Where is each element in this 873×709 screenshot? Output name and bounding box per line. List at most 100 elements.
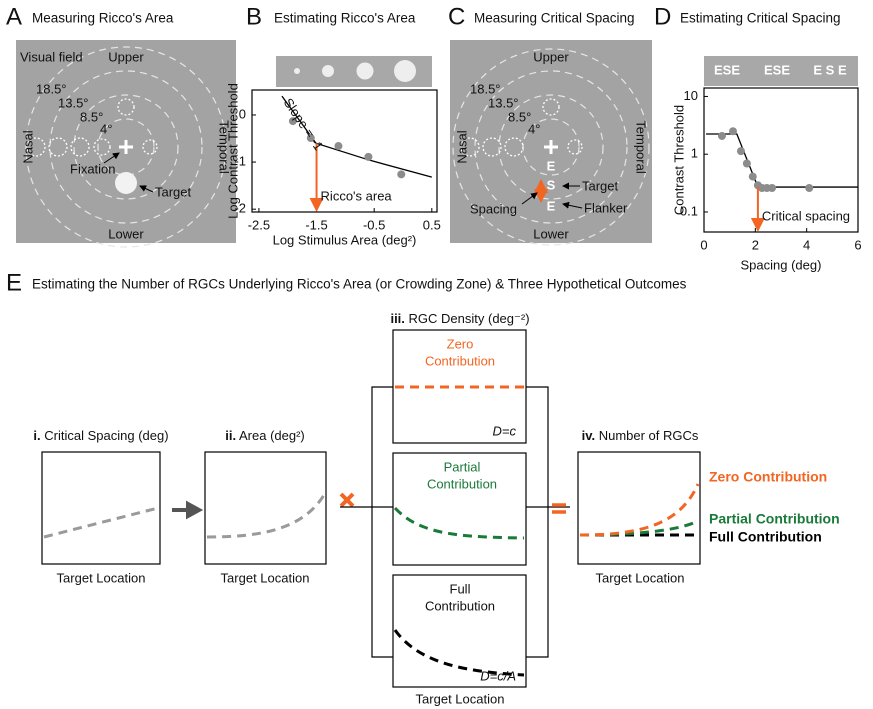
data-point — [306, 134, 315, 143]
panel-letter: E — [6, 269, 22, 296]
numeral: iii. — [390, 311, 404, 326]
stimulus-letters: E S E — [813, 62, 847, 77]
target-disc — [115, 172, 137, 194]
data-point — [768, 183, 777, 192]
formula: D=c/A — [480, 668, 516, 683]
data-point — [729, 127, 738, 136]
y-tick-label: -2 — [234, 201, 246, 216]
data-point — [742, 159, 751, 168]
eccentricity-label: 13.5° — [58, 95, 89, 110]
panel-e: E Estimating the Number of RGCs Underlyi… — [6, 269, 840, 706]
eccentricity-rings — [25, 46, 227, 248]
y-axis-label: Log Contrast Threshold — [225, 83, 240, 219]
schematic-curve — [43, 506, 159, 539]
outcome-label: Partial — [444, 459, 481, 474]
chart-b: -2.5 -1.5 -0.5 0.5 -2 -1 0 Log Stimulus Area (d… — [225, 83, 440, 247]
outcome-label: Zero — [447, 336, 474, 351]
test-locations-part — [26, 137, 46, 157]
test-locations-part — [48, 137, 68, 157]
eccentricity-rings-part — [474, 70, 628, 224]
stimulus-letters: ESE — [714, 62, 740, 77]
subpanel-title: iii. RGC Density (deg⁻²) — [390, 311, 529, 326]
x-tick-label: 2 — [752, 237, 759, 252]
outcome-legend: Partial Contribution — [709, 511, 840, 527]
target-label: Target — [155, 184, 192, 199]
x-tick-label: -2.5 — [248, 217, 270, 232]
data-point — [717, 131, 726, 140]
test-locations-part — [142, 139, 158, 155]
plot-box — [392, 452, 527, 566]
eccentricity-rings-part — [498, 94, 604, 200]
upper-label: Upper — [533, 49, 569, 64]
panel-letter: C — [448, 3, 465, 30]
x-tick-label: -0.5 — [363, 217, 385, 232]
y-tick-label: 10 — [684, 88, 698, 103]
y-tick-label: 0.1 — [680, 203, 698, 218]
flanker-label: Flanker — [584, 200, 628, 215]
x-axis-label: Target Location — [416, 691, 505, 706]
x-axis-label: Target Location — [57, 570, 146, 585]
x-tick-label: 0.5 — [423, 217, 441, 232]
test-locations-part — [542, 98, 560, 116]
test-locations-part — [93, 138, 111, 156]
panel-letter: D — [654, 3, 671, 30]
x-axis-label: Spacing (deg) — [741, 257, 822, 272]
arrow — [521, 192, 538, 205]
data-point — [334, 142, 343, 151]
flanker-letter: E — [547, 158, 556, 173]
numeral: i. — [33, 428, 40, 443]
plot-frame — [251, 89, 438, 213]
schematic-curve — [393, 629, 525, 677]
label: Critical Spacing (deg) — [44, 428, 168, 443]
plot-box — [41, 451, 161, 565]
outcome-label: Contribution — [427, 476, 497, 491]
panel-b: B Estimating Ricco's Area -2.5 -1.5 -0.5 0.… — [225, 3, 440, 247]
fit-line — [281, 95, 432, 178]
y-tick-label: 0 — [239, 106, 246, 121]
fixation-label: Fixation — [70, 161, 116, 176]
stimulus-disks-part — [356, 62, 374, 80]
x-tick-label: 4 — [803, 237, 810, 252]
panel-title: Estimating Ricco's Area — [274, 11, 416, 26]
multiply-sign-part — [339, 492, 355, 508]
outcome-label: Contribution — [425, 598, 495, 613]
eccentricity-label: 8.5° — [508, 109, 531, 124]
data-point — [397, 170, 406, 179]
lower-label: Lower — [533, 226, 569, 241]
spacing-label: Spacing — [470, 201, 517, 216]
panel-title: Measuring Ricco's Area — [32, 11, 174, 26]
x-tick-label: 0 — [700, 237, 707, 252]
panel-title: Estimating Critical Spacing — [680, 11, 841, 26]
flanker-letter: E — [547, 199, 556, 214]
marker-label: Ricco's area — [321, 188, 393, 203]
eccentricity-label: 4° — [528, 121, 540, 136]
panel-d: D Estimating Critical Spacing ESE ESE E … — [654, 3, 862, 272]
stimulus-disks — [294, 60, 416, 82]
test-locations-part — [567, 139, 583, 155]
subpanel-title: i. Critical Spacing (deg) — [33, 428, 168, 443]
nasal-label: Nasal — [454, 130, 469, 163]
target-label: Target — [582, 178, 619, 193]
schematic-curve — [206, 494, 326, 539]
plot-frame — [703, 87, 859, 233]
label: RGC Density (deg⁻²) — [409, 311, 530, 326]
temporal-label: Temporal — [634, 120, 649, 174]
nasal-label: Nasal — [20, 130, 35, 163]
test-locations — [460, 98, 583, 157]
y-axis-label: Contrast Threshold — [671, 105, 686, 215]
fixation-cross — [544, 140, 558, 154]
x-tick-label: 6 — [854, 237, 861, 252]
x-axis-label: Log Stimulus Area (deg²) — [273, 232, 417, 247]
temporal-label: Temporal — [217, 120, 232, 174]
label: Number of RGCs — [599, 428, 699, 443]
numeral: iv. — [582, 428, 596, 443]
stimulus-strip — [704, 56, 858, 86]
multiply-sign — [339, 492, 355, 508]
target-letter: S — [547, 177, 556, 192]
eccentricity-label: 4° — [100, 121, 112, 136]
subpanel-title: iv. Number of RGCs — [582, 428, 699, 443]
plot-box — [204, 451, 327, 565]
arrow — [139, 185, 154, 193]
test-locations-part — [482, 137, 502, 157]
eccentricity-label: 18.5° — [36, 81, 67, 96]
